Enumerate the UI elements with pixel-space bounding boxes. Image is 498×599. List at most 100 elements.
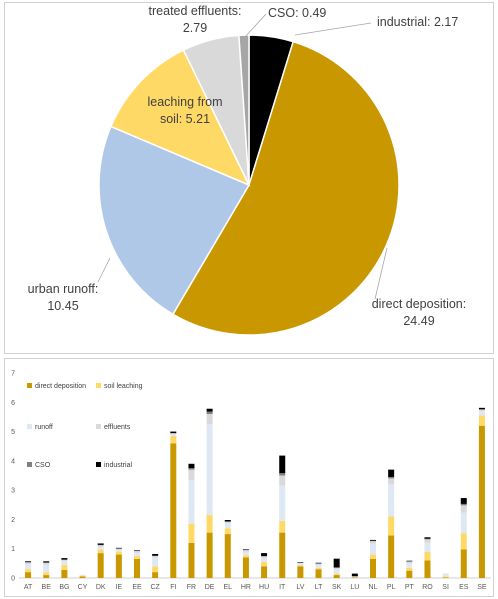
x-tick-label-se: SE bbox=[477, 584, 487, 591]
y-tick-label: 2 bbox=[11, 517, 15, 524]
x-tick-label-pl: PL bbox=[387, 584, 396, 591]
x-tick-label-sk: SK bbox=[332, 584, 342, 591]
bar-es-effluents bbox=[460, 505, 467, 513]
pie-label-cso: CSO: 0.49 bbox=[268, 6, 326, 20]
bar-ro-industrial bbox=[424, 537, 431, 539]
x-tick-label-lv: LV bbox=[296, 584, 304, 591]
bar-si-runoff bbox=[442, 574, 449, 577]
bar-ee-direct-deposition bbox=[134, 558, 140, 578]
bar-es-industrial bbox=[460, 498, 467, 504]
bar-se-industrial bbox=[478, 407, 485, 410]
bar-es-runoff bbox=[460, 512, 467, 534]
bar-dk-soil-leaching bbox=[97, 549, 104, 554]
bar-ro-cso bbox=[424, 538, 431, 540]
y-tick-label: 5 bbox=[11, 429, 15, 436]
bar-nl-direct-deposition bbox=[370, 558, 376, 578]
pie-slice-direct-deposition bbox=[171, 40, 400, 336]
bar-es-direct-deposition bbox=[460, 549, 467, 578]
pie-label-treated-effluents-line1: treated effluents: bbox=[149, 4, 242, 18]
bar-fr-soil-leaching bbox=[188, 523, 195, 543]
bar-lv-direct-deposition bbox=[297, 566, 304, 578]
pie-slice-leaching-from-soil bbox=[109, 49, 251, 187]
bar-bg-effluents bbox=[61, 559, 68, 562]
bar-lt-effluents bbox=[315, 563, 322, 565]
bar-lv-runoff bbox=[297, 563, 304, 566]
bar-ro-runoff bbox=[424, 542, 431, 552]
pie-label-treated-effluents-line2: 2.79 bbox=[183, 21, 207, 35]
legend-label-industrial: industrial bbox=[104, 462, 132, 469]
bar-si-direct-deposition bbox=[442, 577, 449, 578]
bar-cz-industrial bbox=[152, 553, 159, 556]
bar-fr-direct-deposition bbox=[188, 542, 195, 578]
bar-es-cso bbox=[460, 503, 467, 506]
x-tick-label-fi: FI bbox=[170, 584, 176, 591]
bar-nl-industrial bbox=[370, 539, 376, 541]
bar-fr-runoff bbox=[188, 479, 195, 524]
bar-de-industrial bbox=[206, 408, 213, 412]
x-tick-label-es: ES bbox=[459, 584, 469, 591]
bar-fi-soil-leaching bbox=[170, 435, 177, 444]
bar-cz-soil-leaching bbox=[152, 566, 159, 573]
legend-swatch-direct-deposition bbox=[27, 383, 32, 388]
bar-at-soil-leaching bbox=[25, 569, 32, 573]
bar-sk-runoff bbox=[333, 569, 340, 574]
bar-cz-runoff bbox=[152, 557, 159, 567]
bar-cy-direct-deposition bbox=[79, 576, 86, 578]
bar-nl-runoff bbox=[370, 543, 376, 555]
bar-at-industrial bbox=[25, 561, 32, 563]
bar-hr-effluents bbox=[242, 550, 249, 552]
x-tick-label-ro: RO bbox=[422, 584, 433, 591]
x-tick-label-cy: CY bbox=[78, 584, 88, 591]
bar-el-effluents bbox=[224, 521, 231, 523]
bar-se-direct-deposition bbox=[478, 425, 485, 578]
bar-lt-soil-leaching bbox=[315, 567, 322, 570]
x-tick-label-be: BE bbox=[42, 584, 52, 591]
bar-at-direct-deposition bbox=[25, 572, 32, 578]
bar-be-soil-leaching bbox=[43, 572, 50, 576]
bar-it-direct-deposition bbox=[279, 532, 286, 578]
bar-pt-direct-deposition bbox=[406, 570, 413, 578]
bar-de-runoff bbox=[206, 424, 213, 516]
bar-fi-direct-deposition bbox=[170, 443, 177, 578]
x-tick-label-fr: FR bbox=[187, 584, 196, 591]
bar-nl-soil-leaching bbox=[370, 554, 376, 559]
legend-swatch-effluents bbox=[96, 424, 101, 429]
bar-el-direct-deposition bbox=[224, 534, 231, 578]
bar-lu-runoff bbox=[351, 576, 358, 578]
leader-line-direct-deposition bbox=[374, 247, 388, 300]
bar-ie-effluents bbox=[115, 548, 122, 550]
bar-ro-direct-deposition bbox=[424, 560, 431, 578]
bar-de-cso bbox=[206, 411, 213, 414]
bar-de-direct-deposition bbox=[206, 532, 213, 578]
pie-slice-cso bbox=[238, 34, 250, 186]
bar-lv-soil-leaching bbox=[297, 565, 304, 567]
bar-pl-cso bbox=[388, 476, 395, 479]
pie-slice-urban-runoff bbox=[98, 125, 251, 316]
x-tick-label-at: AT bbox=[24, 584, 33, 591]
y-tick-label: 3 bbox=[11, 488, 15, 495]
bar-sk-direct-deposition bbox=[333, 575, 340, 578]
bar-hr-runoff bbox=[242, 551, 249, 556]
bar-nl-effluents bbox=[370, 541, 376, 544]
bar-be-effluents bbox=[43, 562, 50, 565]
bar-es-soil-leaching bbox=[460, 533, 467, 550]
bar-bg-industrial bbox=[61, 558, 68, 560]
bar-hu-industrial bbox=[261, 553, 268, 557]
y-tick-label: 1 bbox=[11, 546, 15, 553]
bar-pt-effluents bbox=[406, 561, 413, 564]
y-tick-label: 0 bbox=[11, 576, 15, 583]
legend-swatch-runoff bbox=[27, 424, 32, 429]
x-tick-label-lt: LT bbox=[315, 584, 323, 591]
pie-label-urban-runoff-line1: urban runoff: bbox=[28, 282, 99, 296]
bar-at-runoff bbox=[25, 563, 32, 570]
bar-be-direct-deposition bbox=[43, 575, 50, 578]
bar-dk-direct-deposition bbox=[97, 553, 104, 578]
bar-chart-panel: 0 1 2 3 4 5 6 7 AT BE BG CY DK IE EE CZ FI FR DE EL HR HU IT LV… bbox=[4, 358, 494, 597]
bar-se-effluents bbox=[478, 409, 485, 412]
bar-el-soil-leaching bbox=[224, 528, 231, 535]
bar-fr-effluents bbox=[188, 469, 195, 480]
x-tick-label-hr: HR bbox=[241, 584, 251, 591]
x-tick-label-de: DE bbox=[205, 584, 215, 591]
bar-dk-effluents bbox=[97, 545, 104, 547]
bar-ro-effluents bbox=[424, 539, 431, 543]
